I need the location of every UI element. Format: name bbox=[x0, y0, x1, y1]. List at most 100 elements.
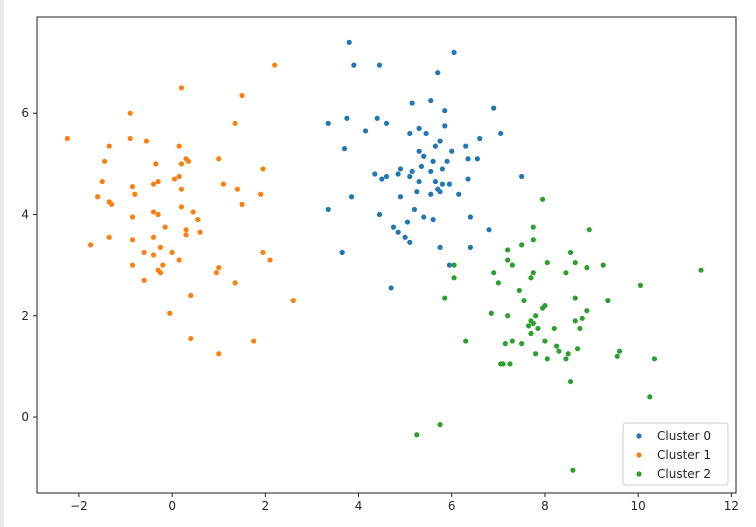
data-point bbox=[498, 130, 504, 137]
data-point bbox=[451, 275, 457, 281]
data-point bbox=[106, 234, 112, 240]
data-point bbox=[544, 356, 550, 362]
data-point bbox=[372, 171, 378, 177]
legend-label: Cluster 1 bbox=[657, 448, 711, 462]
data-point bbox=[465, 156, 471, 162]
data-point bbox=[157, 244, 164, 251]
data-point bbox=[178, 186, 185, 192]
data-point bbox=[416, 178, 422, 185]
data-point bbox=[563, 356, 569, 362]
data-point bbox=[129, 214, 136, 220]
data-point bbox=[570, 467, 576, 473]
data-point bbox=[216, 156, 222, 162]
data-point bbox=[376, 62, 383, 68]
x-tick-label: 0 bbox=[168, 499, 176, 513]
data-point bbox=[491, 270, 497, 276]
data-point bbox=[567, 249, 574, 256]
data-point bbox=[442, 123, 448, 129]
data-point bbox=[502, 341, 508, 347]
data-point bbox=[260, 249, 266, 256]
data-point bbox=[432, 143, 439, 149]
data-point bbox=[379, 176, 385, 182]
data-point bbox=[129, 184, 136, 190]
data-point bbox=[530, 270, 536, 276]
data-point bbox=[234, 186, 240, 192]
data-point bbox=[129, 262, 136, 268]
data-point bbox=[325, 206, 331, 213]
data-point bbox=[101, 158, 108, 164]
data-point bbox=[530, 237, 536, 243]
data-point bbox=[533, 313, 539, 319]
data-point bbox=[519, 173, 525, 180]
data-point bbox=[444, 158, 450, 164]
data-point bbox=[176, 257, 182, 263]
data-point bbox=[374, 115, 380, 121]
data-point bbox=[272, 62, 278, 68]
data-point bbox=[344, 115, 350, 121]
legend: Cluster 0 Cluster 1 Cluster 2 bbox=[622, 422, 729, 486]
data-point bbox=[178, 204, 185, 210]
data-point bbox=[507, 361, 513, 367]
data-point bbox=[188, 292, 194, 299]
data-point bbox=[428, 191, 434, 197]
data-point bbox=[388, 285, 394, 291]
data-point bbox=[416, 125, 422, 132]
data-point bbox=[94, 194, 101, 200]
data-point bbox=[411, 206, 418, 213]
data-point bbox=[437, 189, 443, 195]
data-point bbox=[127, 110, 133, 116]
data-point bbox=[418, 163, 425, 169]
data-point bbox=[647, 394, 653, 400]
data-point bbox=[442, 108, 448, 114]
data-point bbox=[239, 201, 245, 207]
data-point bbox=[446, 262, 453, 268]
data-point bbox=[637, 282, 644, 288]
data-point bbox=[505, 247, 511, 253]
data-point bbox=[99, 178, 105, 185]
data-point bbox=[129, 237, 136, 243]
data-point bbox=[467, 214, 473, 220]
y-tick-label: 0 bbox=[21, 410, 29, 424]
series-0 bbox=[325, 39, 525, 291]
data-point bbox=[160, 262, 166, 268]
data-point bbox=[616, 348, 623, 354]
series-2 bbox=[414, 196, 704, 473]
legend-marker bbox=[636, 452, 642, 458]
data-point bbox=[402, 234, 408, 240]
x-tick-label: 10 bbox=[630, 499, 645, 513]
data-point bbox=[567, 378, 574, 385]
data-point bbox=[505, 257, 511, 263]
data-point bbox=[258, 191, 264, 197]
data-point bbox=[430, 216, 436, 223]
data-point bbox=[267, 257, 273, 263]
data-point bbox=[167, 310, 173, 316]
data-point bbox=[435, 70, 441, 76]
data-point bbox=[423, 130, 429, 137]
data-point bbox=[572, 259, 578, 266]
series-1 bbox=[64, 62, 296, 357]
data-point bbox=[516, 287, 522, 294]
x-tick-label: 4 bbox=[355, 499, 363, 513]
data-point bbox=[486, 227, 492, 233]
data-point bbox=[451, 262, 457, 268]
data-point bbox=[176, 143, 182, 149]
data-point bbox=[528, 275, 534, 281]
data-point bbox=[530, 224, 536, 230]
data-point bbox=[540, 196, 546, 202]
data-point bbox=[407, 173, 413, 180]
data-point bbox=[463, 143, 469, 149]
data-point bbox=[153, 161, 159, 167]
data-point bbox=[397, 194, 404, 200]
data-point bbox=[141, 277, 147, 283]
data-point bbox=[467, 244, 473, 251]
data-point bbox=[407, 130, 413, 137]
data-point bbox=[213, 270, 220, 276]
data-point bbox=[574, 346, 581, 352]
data-point bbox=[551, 325, 557, 332]
data-point bbox=[407, 239, 413, 245]
data-point bbox=[183, 232, 189, 238]
data-point bbox=[421, 214, 427, 220]
data-point bbox=[556, 348, 562, 354]
data-point bbox=[430, 158, 436, 164]
